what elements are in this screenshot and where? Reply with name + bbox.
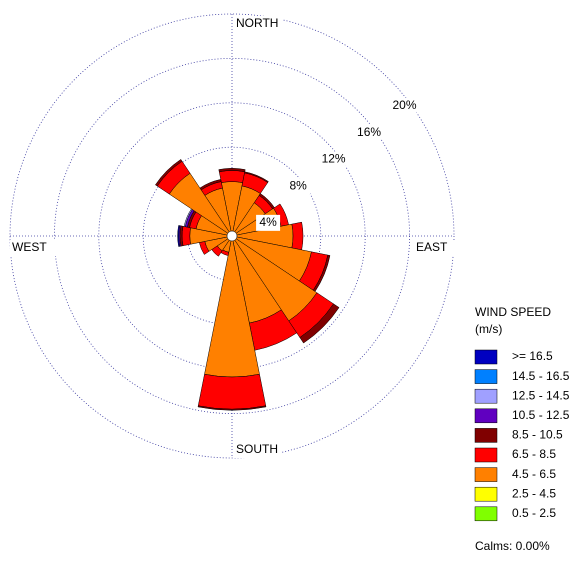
legend-label: 10.5 - 12.5 xyxy=(512,408,570,422)
petal-segment xyxy=(197,373,267,410)
legend-label: 6.5 - 8.5 xyxy=(512,447,556,461)
r-tick-label: 8% xyxy=(289,178,307,192)
petal-segment xyxy=(177,225,181,247)
petal-segment xyxy=(181,225,191,247)
direction-label: WEST xyxy=(12,240,47,254)
petal-segment xyxy=(199,179,222,191)
legend-label: 8.5 - 10.5 xyxy=(512,428,563,442)
legend-label: >= 16.5 xyxy=(512,349,553,363)
center xyxy=(226,230,238,242)
legend-label: 14.5 - 16.5 xyxy=(512,369,570,383)
tick-label-bg xyxy=(392,98,417,115)
direction-label: EAST xyxy=(416,240,448,254)
legend-swatch xyxy=(474,447,498,463)
legend-swatch xyxy=(474,467,498,482)
petal-segment xyxy=(197,405,267,411)
tick-label-bg xyxy=(286,178,311,195)
legend-swatch xyxy=(474,349,498,365)
tick-label-bg xyxy=(256,214,281,231)
legend-label: 0.5 - 2.5 xyxy=(512,506,556,520)
grid-ring xyxy=(9,13,455,459)
r-tick-label: 20% xyxy=(392,98,416,112)
legend-swatch xyxy=(474,506,498,522)
legend-swatch xyxy=(474,369,498,384)
legend-label: 4.5 - 6.5 xyxy=(512,467,556,481)
direction-label-bg xyxy=(234,16,282,32)
tick-label-bg xyxy=(357,124,382,141)
petal-segment xyxy=(218,170,246,183)
calms-label: Calms: 0.00% xyxy=(475,539,550,553)
direction-label-bg xyxy=(234,442,282,458)
petal-segment xyxy=(244,171,269,183)
legend-label: 2.5 - 4.5 xyxy=(512,486,556,500)
petal-segment xyxy=(218,168,246,173)
legend-unit: (m/s) xyxy=(475,322,502,336)
legend-label: 12.5 - 14.5 xyxy=(512,388,570,402)
direction-label: SOUTH xyxy=(236,442,278,456)
legend-swatch xyxy=(474,408,498,424)
grid-ring xyxy=(53,57,411,415)
tick-label-bg xyxy=(321,151,346,168)
petal-segment xyxy=(155,159,183,187)
legend-swatch xyxy=(474,428,498,443)
direction-label: NORTH xyxy=(236,16,278,30)
direction-label-bg xyxy=(10,240,58,256)
r-tick-label: 16% xyxy=(357,125,381,139)
petal-segment xyxy=(299,303,340,344)
petal-segment xyxy=(291,221,304,251)
legend-swatch xyxy=(474,388,498,404)
r-tick-label: 12% xyxy=(322,152,346,166)
legend-title: WIND SPEED xyxy=(475,305,551,319)
r-tick-label: 4% xyxy=(259,215,277,229)
direction-label-bg xyxy=(414,240,462,256)
legend-swatch xyxy=(474,486,498,502)
grid-ring xyxy=(142,146,322,326)
grid-ring xyxy=(98,102,366,370)
